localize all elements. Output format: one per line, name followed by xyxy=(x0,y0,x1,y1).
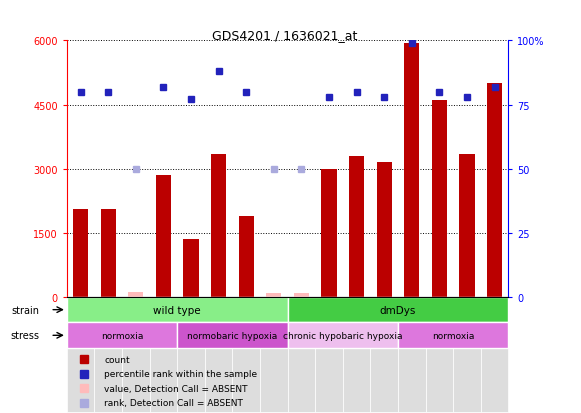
Bar xyxy=(398,297,425,412)
Bar xyxy=(101,210,116,297)
Bar xyxy=(349,157,364,297)
Text: normoxia: normoxia xyxy=(101,331,143,340)
Bar xyxy=(315,297,343,412)
Bar xyxy=(432,101,447,297)
Bar xyxy=(288,297,315,412)
Bar xyxy=(239,216,254,297)
Text: wild type: wild type xyxy=(153,305,201,315)
Bar xyxy=(487,84,502,297)
Bar xyxy=(122,297,150,412)
Bar xyxy=(398,323,508,348)
Bar xyxy=(288,323,398,348)
Bar xyxy=(184,240,199,297)
Bar xyxy=(67,323,177,348)
Bar xyxy=(177,297,205,412)
Bar xyxy=(376,163,392,297)
Text: normobaric hypoxia: normobaric hypoxia xyxy=(187,331,278,340)
Bar xyxy=(232,297,260,412)
Bar xyxy=(94,297,122,412)
Text: value, Detection Call = ABSENT: value, Detection Call = ABSENT xyxy=(105,384,248,393)
Text: rank, Detection Call = ABSENT: rank, Detection Call = ABSENT xyxy=(105,398,243,407)
Bar xyxy=(404,43,419,297)
Bar xyxy=(343,297,371,412)
Bar xyxy=(128,292,144,297)
Bar xyxy=(453,297,481,412)
Bar xyxy=(156,176,171,297)
Bar xyxy=(260,297,288,412)
Text: count: count xyxy=(105,355,130,364)
Text: GDS4201 / 1636021_at: GDS4201 / 1636021_at xyxy=(212,29,357,42)
Bar xyxy=(177,323,288,348)
Text: normoxia: normoxia xyxy=(432,331,474,340)
Bar xyxy=(150,297,177,412)
Bar xyxy=(205,297,232,412)
Bar xyxy=(266,293,281,297)
Bar xyxy=(321,169,336,297)
Bar xyxy=(294,293,309,297)
Text: percentile rank within the sample: percentile rank within the sample xyxy=(105,369,257,378)
Bar xyxy=(67,297,288,323)
Bar xyxy=(67,297,94,412)
Text: stress: stress xyxy=(10,330,39,340)
Bar xyxy=(73,210,88,297)
Text: dmDys: dmDys xyxy=(380,305,416,315)
Bar xyxy=(211,154,226,297)
Bar xyxy=(460,154,475,297)
Bar xyxy=(288,297,508,323)
Bar xyxy=(481,297,508,412)
Text: chronic hypobaric hypoxia: chronic hypobaric hypoxia xyxy=(283,331,403,340)
Bar xyxy=(425,297,453,412)
Bar xyxy=(371,297,398,412)
Text: strain: strain xyxy=(11,305,39,315)
